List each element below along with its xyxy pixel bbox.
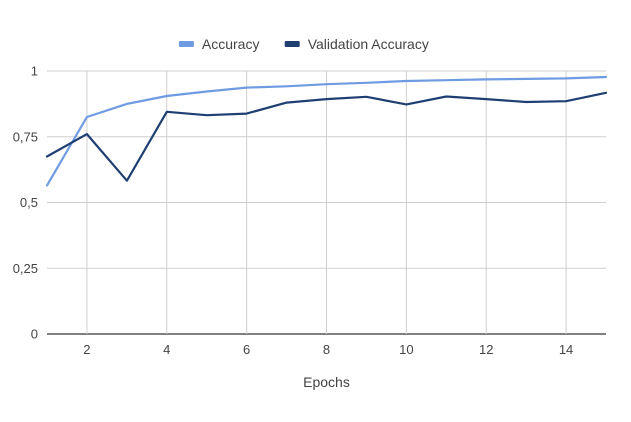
x-tick-label: 10 <box>399 342 413 357</box>
y-axis-ticks: 0 0,25 0,5 0,75 1 <box>13 64 38 342</box>
legend-label: Accuracy <box>202 36 260 52</box>
x-tick-label: 8 <box>323 342 330 357</box>
legend: Accuracy Validation Accuracy <box>178 36 429 52</box>
y-tick-label: 1 <box>31 64 38 79</box>
x-tick-label: 14 <box>559 342 573 357</box>
series-lines <box>45 75 608 187</box>
series-line-accuracy <box>45 75 608 187</box>
x-axis-title: Epochs <box>303 374 350 390</box>
legend-swatch <box>178 41 194 47</box>
grid-lines <box>47 70 606 335</box>
y-tick-label: 0,25 <box>13 261 38 276</box>
legend-label: Validation Accuracy <box>308 36 429 52</box>
x-tick-label: 2 <box>83 342 90 357</box>
x-tick-label: 4 <box>163 342 170 357</box>
x-tick-label: 12 <box>479 342 493 357</box>
y-tick-label: 0,75 <box>13 129 38 144</box>
x-tick-label: 6 <box>243 342 250 357</box>
y-tick-label: 0 <box>31 327 38 342</box>
legend-item-validation-accuracy: Validation Accuracy <box>284 36 429 52</box>
x-axis-ticks: 2 4 6 8 10 12 14 <box>83 342 573 357</box>
legend-item-accuracy: Accuracy <box>178 36 260 52</box>
series-line-validation-accuracy <box>45 91 608 182</box>
y-tick-label: 0,5 <box>20 195 38 210</box>
legend-swatch <box>284 41 300 47</box>
